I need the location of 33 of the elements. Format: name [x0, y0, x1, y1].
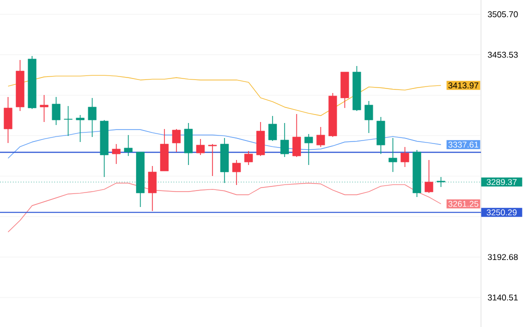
candlestick	[4, 96, 12, 144]
candlestick	[304, 134, 313, 166]
data-label: 3261.25	[448, 200, 478, 207]
data-label: 3413.97	[448, 82, 478, 88]
candlestick	[364, 100, 374, 134]
candlestick	[292, 114, 301, 158]
candlestick	[88, 98, 96, 138]
data-label: 3337.61	[448, 142, 478, 148]
candlestick	[316, 126, 325, 148]
candlestick	[40, 94, 48, 122]
ref-line-label: 3289.37	[486, 179, 517, 186]
candlestick	[172, 128, 181, 152]
candlestick	[124, 134, 133, 156]
candlestick	[52, 96, 60, 126]
candlestick	[256, 122, 265, 156]
candlestick	[400, 146, 410, 168]
candlestick	[232, 160, 241, 186]
candlestick	[424, 160, 434, 194]
candlestick	[268, 116, 277, 142]
y-tick-label: 3505.70	[488, 11, 518, 18]
candlestick	[388, 138, 398, 172]
candlestick	[112, 144, 121, 164]
candlestick	[64, 106, 72, 136]
candlestick	[196, 138, 205, 156]
y-tick-label: 3192.68	[488, 254, 518, 260]
candlestick	[76, 114, 84, 142]
candlestick	[148, 166, 157, 212]
y-tick-label: 3140.51	[488, 294, 518, 301]
ref-line-label: 3250.29	[486, 209, 517, 216]
y-tick-label: 3453.53	[488, 52, 518, 58]
candlestick	[280, 122, 289, 158]
candlestick	[244, 150, 253, 166]
candlestick	[208, 144, 217, 176]
